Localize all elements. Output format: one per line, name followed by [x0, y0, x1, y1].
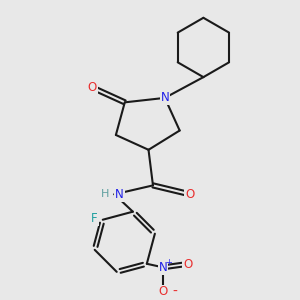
Text: F: F: [91, 212, 98, 225]
Text: N: N: [116, 188, 124, 201]
Text: O: O: [88, 81, 97, 94]
Text: N: N: [160, 92, 169, 104]
Text: H: H: [101, 189, 109, 199]
Text: +: +: [166, 257, 172, 266]
Text: -: -: [172, 285, 177, 299]
Text: O: O: [158, 286, 168, 298]
Text: O: O: [183, 258, 193, 271]
Text: N: N: [159, 261, 167, 274]
Text: O: O: [185, 188, 195, 201]
